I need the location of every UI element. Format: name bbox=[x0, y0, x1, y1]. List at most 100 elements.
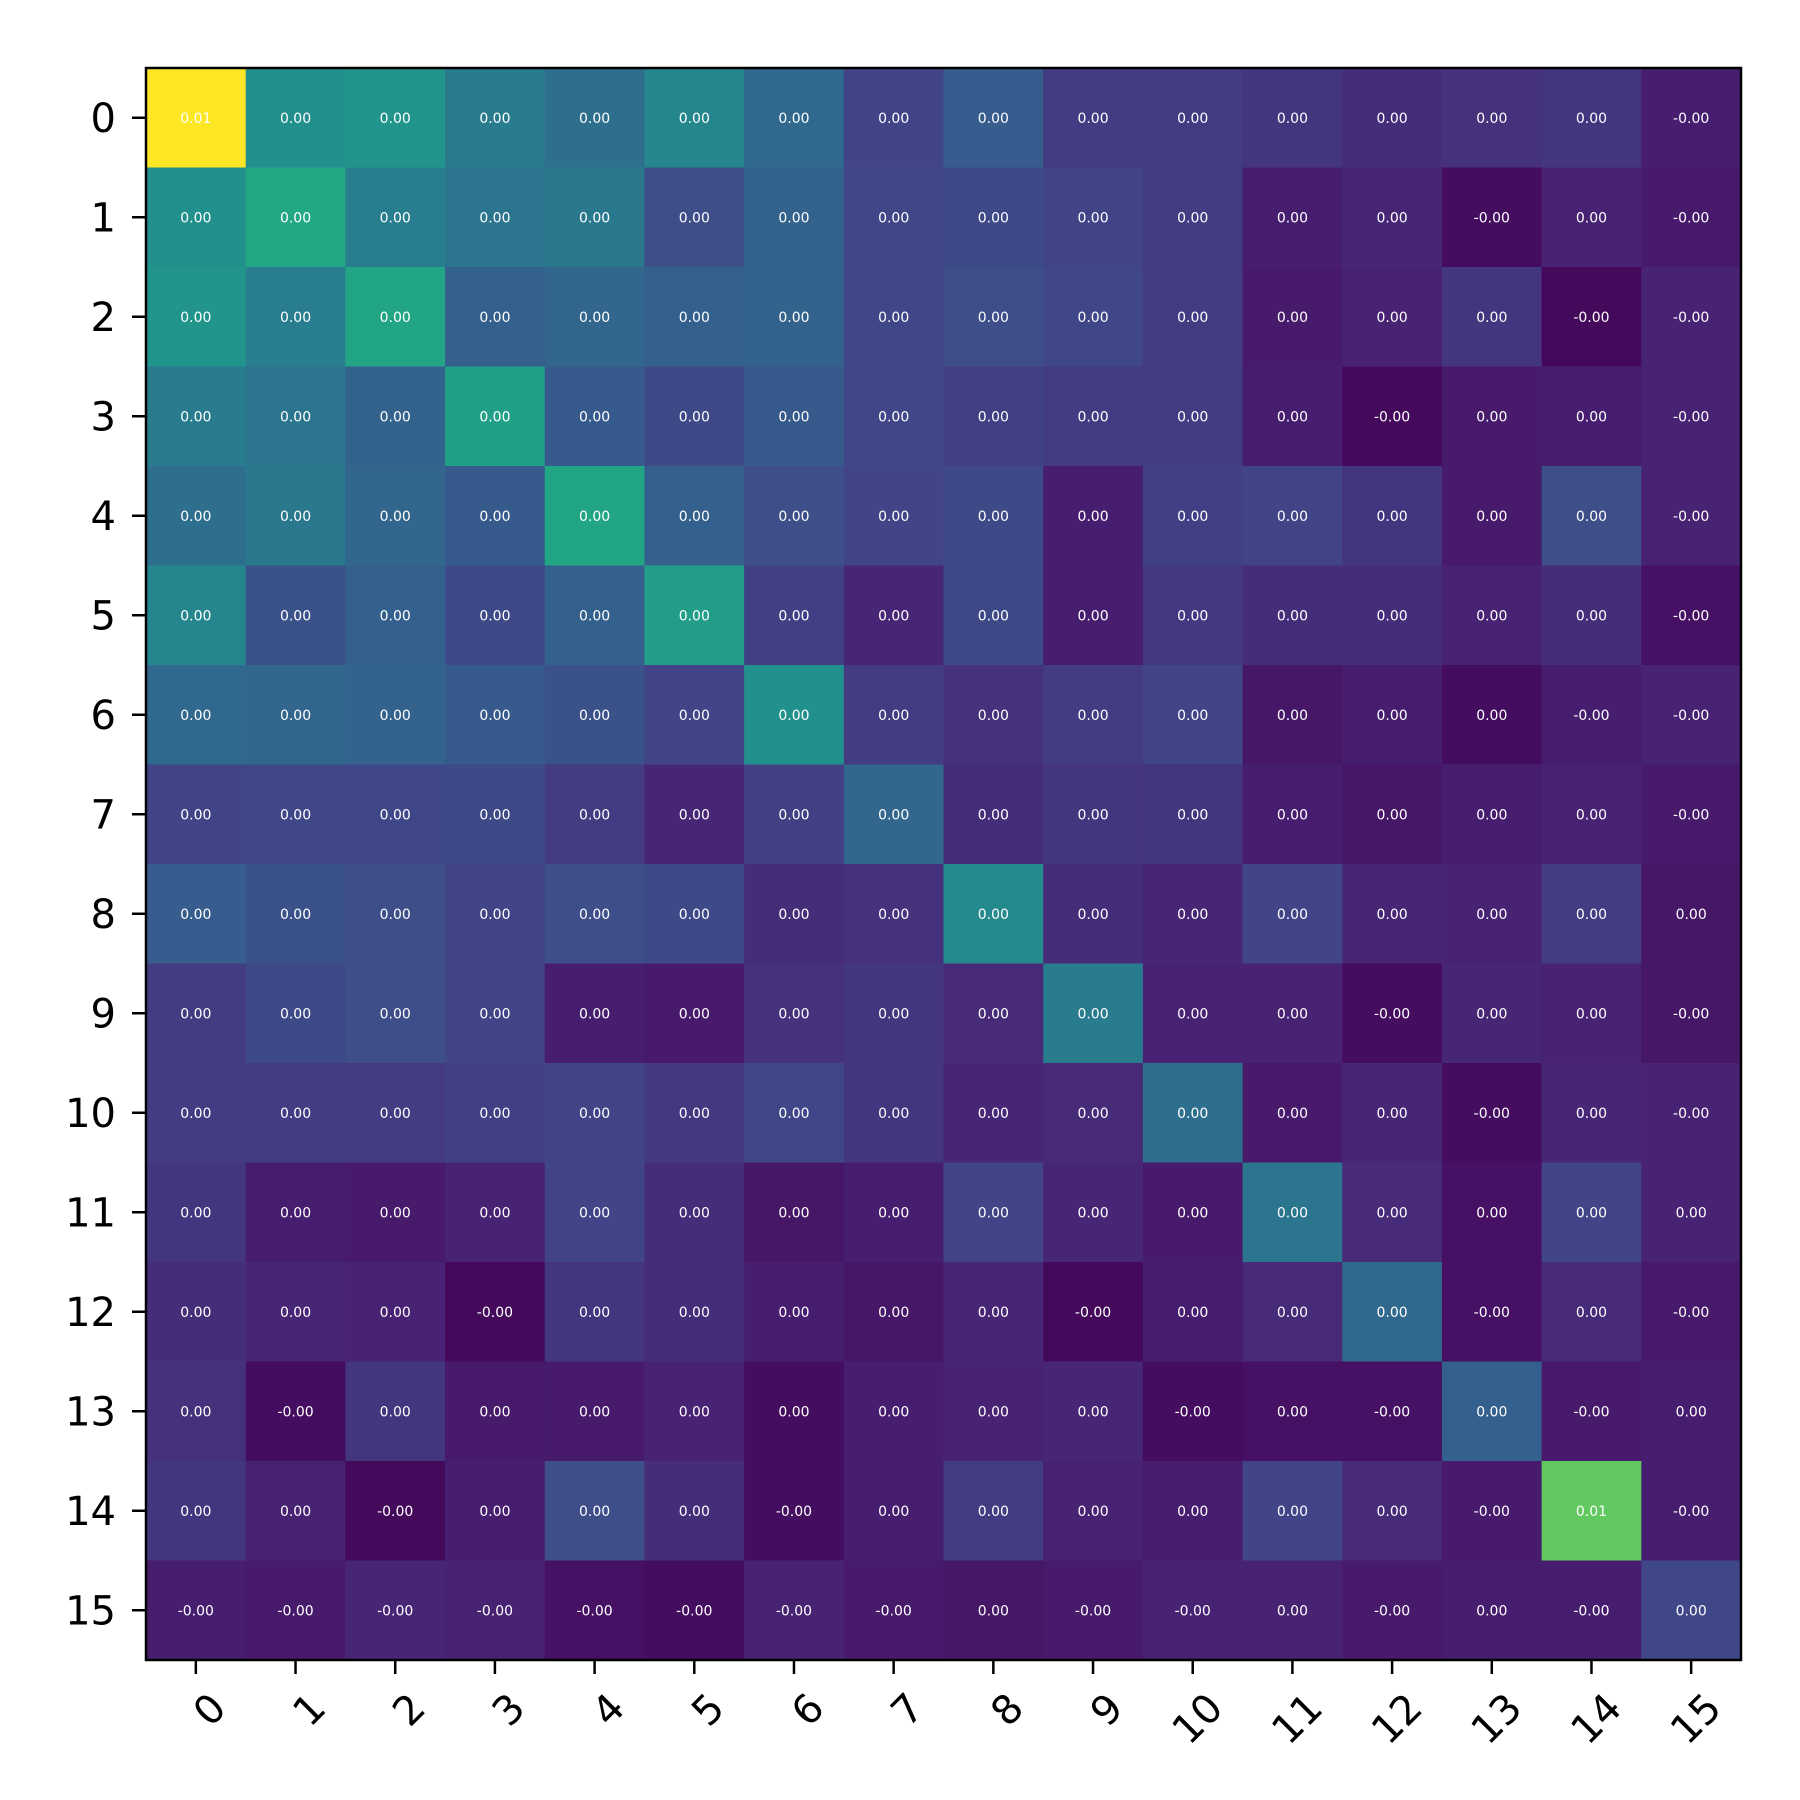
cell-value-label-r2-c5: 0.00 bbox=[679, 310, 710, 326]
cell-value-label-r11-c2: 0.00 bbox=[380, 1205, 411, 1221]
heatmap-cell-r9-c10 bbox=[1142, 963, 1244, 1064]
heatmap-cell-r5-c13 bbox=[1441, 565, 1543, 666]
heatmap-cell-r4-c6 bbox=[744, 466, 845, 567]
heatmap-cell-r8-c0 bbox=[146, 864, 247, 965]
heatmap-cell-r12-c4 bbox=[544, 1262, 646, 1363]
cell-value-label-r9-c3: 0.00 bbox=[479, 1006, 510, 1022]
heatmap-cell-r4-c13 bbox=[1441, 466, 1543, 567]
heatmap-cell-r2-c10 bbox=[1142, 267, 1244, 368]
cell-value-label-r1-c10: 0.00 bbox=[1177, 210, 1208, 226]
heatmap-cell-r13-c5 bbox=[644, 1361, 745, 1462]
cell-value-label-r10-c7: 0.00 bbox=[878, 1106, 909, 1122]
cell-value-label-r14-c9: 0.00 bbox=[1077, 1504, 1108, 1520]
heatmap-cell-r14-c10 bbox=[1142, 1461, 1244, 1562]
heatmap-cell-r15-c9 bbox=[1043, 1560, 1144, 1661]
cell-value-label-r8-c5: 0.00 bbox=[679, 907, 710, 923]
heatmap-cell-r6-c15 bbox=[1641, 665, 1742, 766]
cell-value-label-r13-c0: 0.00 bbox=[180, 1404, 211, 1420]
heatmap-cell-r4-c2 bbox=[345, 466, 446, 567]
heatmap-cell-r10-c14 bbox=[1541, 1063, 1642, 1164]
cell-value-label-r9-c10: 0.00 bbox=[1177, 1006, 1208, 1022]
y-tick-label-5: 5 bbox=[91, 593, 116, 639]
cell-value-label-r12-c3: -0.00 bbox=[477, 1305, 513, 1321]
heatmap-cell-r0-c7 bbox=[843, 68, 945, 169]
heatmap-cell-r9-c8 bbox=[943, 963, 1044, 1064]
heatmap-cell-r8-c7 bbox=[843, 864, 945, 965]
cell-value-label-r0-c13: 0.00 bbox=[1476, 111, 1507, 127]
heatmap-cell-r15-c15 bbox=[1641, 1560, 1742, 1661]
heatmap-cell-r14-c14 bbox=[1541, 1461, 1642, 1562]
heatmap-cell-r13-c11 bbox=[1242, 1361, 1343, 1462]
cell-value-label-r13-c10: -0.00 bbox=[1175, 1404, 1211, 1420]
cell-value-label-r5-c11: 0.00 bbox=[1277, 608, 1308, 624]
cell-value-label-r1-c12: 0.00 bbox=[1377, 210, 1408, 226]
heatmap-cell-r1-c10 bbox=[1142, 167, 1244, 268]
heatmap-cell-r6-c6 bbox=[744, 665, 845, 766]
cell-value-label-r10-c13: -0.00 bbox=[1474, 1106, 1510, 1122]
x-tick-label-8: 8 bbox=[982, 1685, 1033, 1736]
heatmap-cell-r9-c7 bbox=[843, 963, 945, 1064]
heatmap-cell-r1-c14 bbox=[1541, 167, 1642, 268]
heatmap-cell-r1-c0 bbox=[146, 167, 247, 268]
cell-value-label-r8-c6: 0.00 bbox=[778, 907, 809, 923]
cell-value-label-r5-c5: 0.00 bbox=[679, 608, 710, 624]
cell-value-label-r4-c7: 0.00 bbox=[878, 509, 909, 525]
heatmap-cell-r5-c12 bbox=[1342, 565, 1443, 666]
heatmap-cell-r0-c4 bbox=[544, 68, 646, 169]
heatmap-cell-r5-c3 bbox=[445, 565, 546, 666]
cell-value-label-r6-c10: 0.00 bbox=[1177, 708, 1208, 724]
cell-value-label-r15-c7: -0.00 bbox=[876, 1603, 912, 1619]
cell-value-label-r11-c12: 0.00 bbox=[1377, 1205, 1408, 1221]
heatmap-cell-r9-c2 bbox=[345, 963, 446, 1064]
cell-value-label-r7-c14: 0.00 bbox=[1576, 807, 1607, 823]
heatmap-cell-r0-c5 bbox=[644, 68, 745, 169]
heatmap-cell-r5-c10 bbox=[1142, 565, 1244, 666]
heatmap-cell-r4-c5 bbox=[644, 466, 745, 567]
cell-value-label-r15-c6: -0.00 bbox=[776, 1603, 812, 1619]
y-tick-label-14: 14 bbox=[65, 1489, 116, 1535]
heatmap-cell-r0-c3 bbox=[445, 68, 546, 169]
cell-value-label-r2-c2: 0.00 bbox=[380, 310, 411, 326]
heatmap-cell-r4-c12 bbox=[1342, 466, 1443, 567]
cell-value-label-r8-c10: 0.00 bbox=[1177, 907, 1208, 923]
cell-value-label-r12-c2: 0.00 bbox=[380, 1305, 411, 1321]
heatmap-cell-r3-c1 bbox=[245, 366, 346, 467]
heatmap-cell-r10-c15 bbox=[1641, 1063, 1742, 1164]
y-tick-label-12: 12 bbox=[65, 1290, 116, 1336]
heatmap-cell-r2-c2 bbox=[345, 267, 446, 368]
cell-value-label-r4-c6: 0.00 bbox=[778, 509, 809, 525]
cell-value-label-r5-c8: 0.00 bbox=[978, 608, 1009, 624]
cell-value-label-r9-c0: 0.00 bbox=[180, 1006, 211, 1022]
heatmap-cell-r11-c9 bbox=[1043, 1162, 1144, 1263]
cell-value-label-r9-c5: 0.00 bbox=[679, 1006, 710, 1022]
cell-value-label-r14-c4: 0.00 bbox=[579, 1504, 610, 1520]
cell-value-label-r5-c0: 0.00 bbox=[180, 608, 211, 624]
cell-value-label-r2-c13: 0.00 bbox=[1476, 310, 1507, 326]
heatmap-cell-r8-c12 bbox=[1342, 864, 1443, 965]
heatmap-cell-r12-c9 bbox=[1043, 1262, 1144, 1363]
cell-value-label-r1-c8: 0.00 bbox=[978, 210, 1009, 226]
cell-value-label-r5-c3: 0.00 bbox=[479, 608, 510, 624]
cell-value-label-r4-c1: 0.00 bbox=[280, 509, 311, 525]
heatmap-cell-r14-c3 bbox=[445, 1461, 546, 1562]
heatmap-cell-r15-c14 bbox=[1541, 1560, 1642, 1661]
cell-value-label-r5-c1: 0.00 bbox=[280, 608, 311, 624]
heatmap-cell-r11-c15 bbox=[1641, 1162, 1742, 1263]
heatmap-cell-r3-c7 bbox=[843, 366, 945, 467]
x-tick-label-10: 10 bbox=[1164, 1685, 1233, 1754]
cell-value-label-r1-c5: 0.00 bbox=[679, 210, 710, 226]
cell-value-label-r15-c5: -0.00 bbox=[676, 1603, 712, 1619]
cell-value-label-r14-c0: 0.00 bbox=[180, 1504, 211, 1520]
heatmap-cell-r15-c6 bbox=[744, 1560, 845, 1661]
heatmap-cell-r0-c1 bbox=[245, 68, 346, 169]
cell-value-label-r11-c7: 0.00 bbox=[878, 1205, 909, 1221]
x-tick-label-15: 15 bbox=[1662, 1685, 1731, 1754]
heatmap-cell-r0-c0 bbox=[146, 68, 247, 169]
heatmap-cell-r11-c7 bbox=[843, 1162, 945, 1263]
heatmap-cell-r8-c15 bbox=[1641, 864, 1742, 965]
cell-value-label-r3-c8: 0.00 bbox=[978, 409, 1009, 425]
cell-value-label-r2-c15: -0.00 bbox=[1673, 310, 1709, 326]
heatmap-cell-r15-c7 bbox=[843, 1560, 945, 1661]
cell-value-label-r2-c14: -0.00 bbox=[1573, 310, 1609, 326]
cell-value-label-r5-c6: 0.00 bbox=[778, 608, 809, 624]
